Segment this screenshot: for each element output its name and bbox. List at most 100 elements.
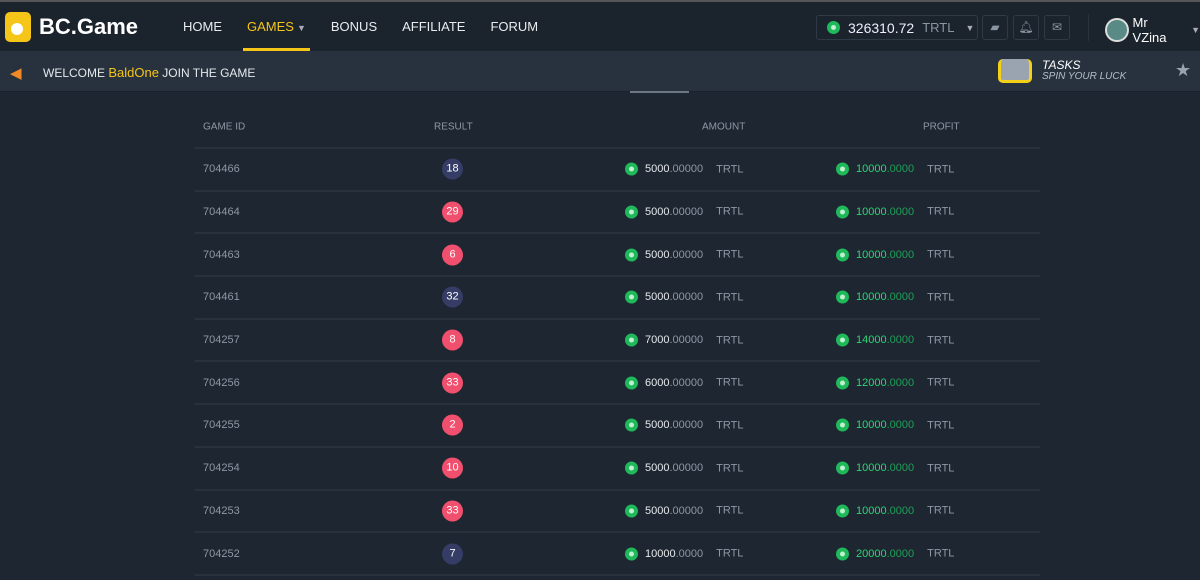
wallet-selector[interactable]: 326310.72 TRTL ▼: [816, 15, 978, 40]
table-row[interactable]: 704254 10 5000.00000 TRTL 10000.0000 TRTL: [195, 448, 1040, 491]
amount-currency: TRTL: [716, 163, 744, 176]
table-row[interactable]: 704255 2 5000.00000 TRTL 10000.0000 TRTL: [195, 405, 1040, 448]
user-menu[interactable]: Mr VZina ▼: [1105, 15, 1200, 45]
profit-integer: 14000: [856, 334, 887, 346]
nav-bonus[interactable]: BONUS: [331, 2, 377, 51]
amount-decimal: .00000: [669, 163, 704, 176]
logo-icon: [5, 12, 31, 42]
profit-decimal: .0000: [886, 334, 915, 346]
notifications-button[interactable]: 🔔︎: [1013, 15, 1039, 40]
trtl-coin-icon: [836, 333, 849, 347]
trtl-coin-icon: [836, 376, 849, 390]
bet-amount: 5000.00000 TRTL: [625, 205, 743, 219]
table-row[interactable]: 704256 33 6000.00000 TRTL 12000.0000 TRTL: [195, 362, 1040, 406]
table-header: GAME ID RESULT AMOUNT PROFIT: [195, 106, 1040, 149]
wallet-button[interactable]: ▰: [982, 15, 1008, 40]
profit: 14000.0000 TRTL: [836, 333, 954, 347]
result-ball: 6: [442, 244, 463, 266]
game-id[interactable]: 704256: [203, 376, 240, 389]
header-result: RESULT: [434, 121, 473, 132]
profit: 10000.0000 TRTL: [836, 418, 955, 432]
game-id[interactable]: 704253: [203, 504, 240, 517]
result-ball: 8: [442, 329, 463, 351]
result-ball: 33: [442, 372, 463, 394]
profit-decimal: .0000: [886, 163, 915, 176]
amount-integer: 7000: [645, 334, 670, 346]
profit-integer: 10000: [856, 419, 887, 432]
nav-games[interactable]: GAMES ▼: [243, 2, 310, 51]
profit-decimal: .0000: [886, 547, 915, 560]
table-row[interactable]: 704463 6 5000.00000 TRTL 10000.0000 TRTL: [195, 234, 1040, 278]
profit-decimal: .0000: [886, 504, 915, 517]
header-game-id: GAME ID: [203, 121, 246, 132]
profit-decimal: .0000: [886, 376, 915, 389]
amount-currency: TRTL: [716, 547, 744, 560]
table-row[interactable]: 704466 18 5000.00000 TRTL 10000.0000 TRTL: [195, 149, 1040, 192]
profit-decimal: .0000: [886, 291, 915, 304]
trtl-coin-icon: [625, 205, 638, 219]
profit: 10000.0000 TRTL: [836, 248, 954, 262]
profit-currency: TRTL: [927, 547, 955, 560]
logo[interactable]: BC.Game: [5, 12, 138, 42]
result-ball: 2: [442, 414, 463, 436]
tasks-link[interactable]: TASKS SPIN YOUR LUCK: [1042, 59, 1126, 83]
amount-currency: TRTL: [716, 504, 744, 517]
profit-integer: 20000: [856, 547, 887, 560]
profit-integer: 10000: [856, 163, 887, 176]
messages-button[interactable]: ✉: [1044, 15, 1070, 40]
profit-currency: TRTL: [927, 291, 955, 304]
amount-integer: 5000: [645, 504, 670, 517]
game-id[interactable]: 704466: [203, 163, 240, 176]
profit: 20000.0000 TRTL: [836, 547, 955, 561]
trtl-coin-icon: [625, 376, 638, 390]
chevron-down-icon: ▼: [1191, 25, 1200, 35]
amount-decimal: .00000: [669, 291, 704, 304]
game-id[interactable]: 704252: [203, 547, 240, 560]
profit: 10000.0000 TRTL: [836, 290, 955, 304]
divider: [1088, 14, 1089, 41]
game-id[interactable]: 704257: [203, 334, 240, 347]
amount-currency: TRTL: [716, 248, 744, 261]
nav-label: GAMES: [247, 19, 294, 34]
bets-table: GAME ID RESULT AMOUNT PROFIT 704466 18 5…: [195, 106, 1040, 576]
table-row[interactable]: 704257 8 7000.00000 TRTL 14000.0000 TRTL: [195, 320, 1040, 363]
megaphone-icon: ◀: [10, 65, 22, 82]
game-id[interactable]: 704255: [203, 419, 240, 432]
amount-currency: TRTL: [716, 462, 744, 475]
chevron-down-icon: ▼: [965, 22, 975, 33]
nav-affiliate[interactable]: AFFILIATE: [402, 2, 465, 51]
profit-currency: TRTL: [927, 419, 955, 432]
welcome-suffix: JOIN THE GAME: [162, 66, 256, 80]
table-row[interactable]: 704252 7 10000.0000 TRTL 20000.0000 TRTL: [195, 533, 1040, 576]
amount-integer: 5000: [645, 248, 670, 261]
nav-home[interactable]: HOME: [183, 2, 222, 51]
amount-decimal: .00000: [669, 419, 704, 432]
trtl-coin-icon: [625, 418, 638, 432]
profit-integer: 10000: [856, 462, 887, 475]
amount-integer: 5000: [645, 462, 670, 475]
trtl-coin-icon: [836, 248, 849, 262]
welcome-prefix: WELCOME: [43, 66, 106, 80]
game-id[interactable]: 704254: [203, 462, 240, 475]
trtl-coin-icon: [836, 461, 849, 475]
result-ball: 32: [442, 286, 463, 308]
bell-icon: 🔔︎: [1018, 20, 1034, 34]
amount-decimal: .00000: [669, 462, 704, 475]
amount-integer: 5000: [645, 205, 670, 218]
profit-currency: TRTL: [927, 163, 955, 176]
table-row[interactable]: 704461 32 5000.00000 TRTL 10000.0000 TRTL: [195, 277, 1040, 320]
treasure-chest-icon[interactable]: [998, 59, 1032, 83]
profit-decimal: .0000: [886, 462, 915, 475]
result-ball: 10: [442, 457, 463, 479]
game-id[interactable]: 704464: [203, 206, 240, 219]
nav-forum[interactable]: FORUM: [490, 2, 538, 51]
table-row[interactable]: 704464 29 5000.00000 TRTL 10000.0000 TRTL: [195, 192, 1040, 235]
bet-amount: 7000.00000 TRTL: [625, 333, 743, 347]
star-icon[interactable]: ★: [1175, 60, 1192, 80]
table-row[interactable]: 704253 33 5000.00000 TRTL 10000.0000 TRTL: [195, 491, 1040, 534]
profit: 10000.0000 TRTL: [836, 504, 954, 518]
amount-integer: 10000: [645, 547, 676, 560]
game-id[interactable]: 704463: [203, 248, 240, 261]
game-id[interactable]: 704461: [203, 291, 240, 304]
profit-integer: 10000: [856, 504, 887, 517]
